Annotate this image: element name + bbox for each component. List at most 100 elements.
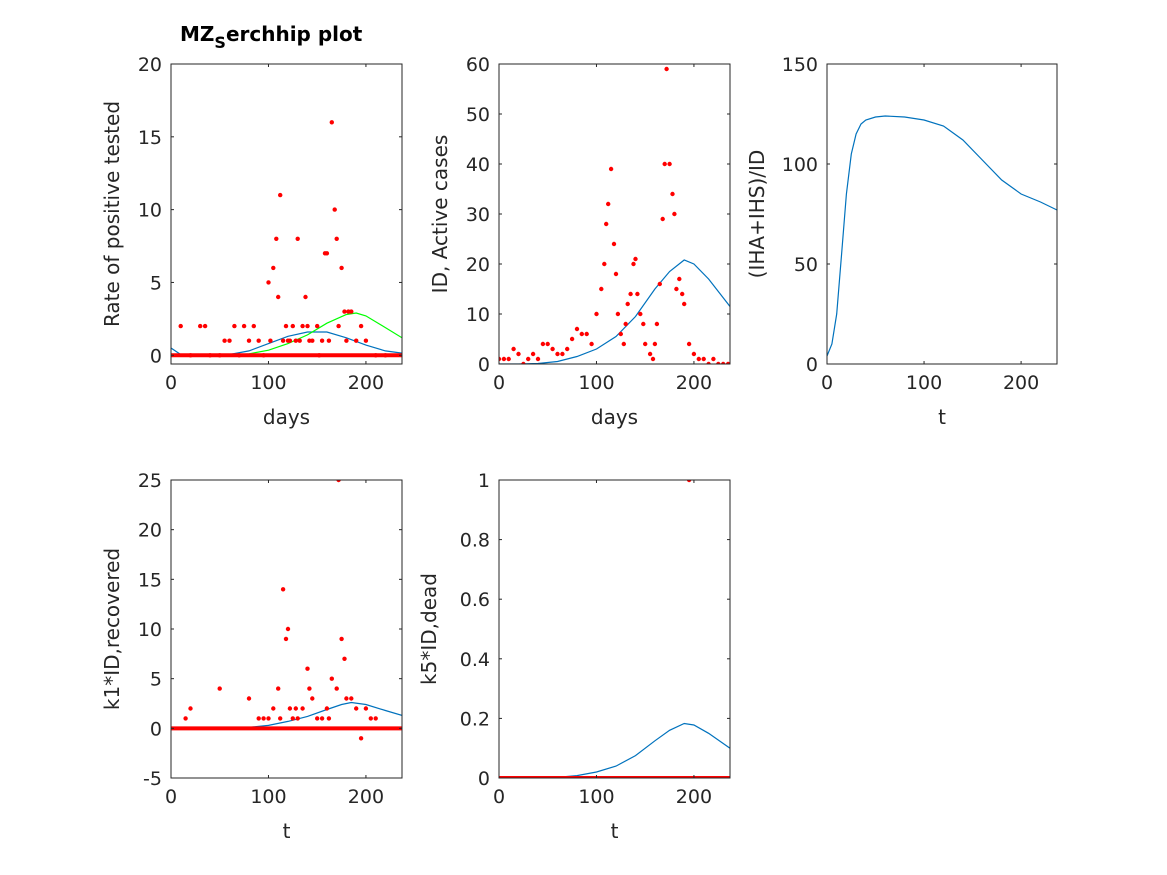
data-point xyxy=(198,323,203,329)
data-point xyxy=(613,271,619,277)
data-point xyxy=(662,161,667,167)
x-tick-label: 100 xyxy=(250,372,286,394)
data-point xyxy=(317,353,322,358)
data-point xyxy=(664,66,669,72)
data-point xyxy=(354,706,359,711)
data-point xyxy=(604,221,609,227)
data-point xyxy=(232,323,237,329)
x-tick-label: 100 xyxy=(250,786,286,808)
data-point xyxy=(530,351,536,357)
data-point xyxy=(677,276,682,282)
data-point xyxy=(188,353,193,358)
y-tick-label: 50 xyxy=(794,254,818,276)
x-tick-label: 200 xyxy=(1003,372,1039,394)
data-point xyxy=(670,191,675,197)
data-point xyxy=(625,301,630,307)
data-point xyxy=(667,161,672,167)
data-point xyxy=(300,706,305,711)
data-point xyxy=(280,338,286,343)
data-point xyxy=(569,336,575,342)
chart-panel-1: 0 100 200 0 5 10 15 20 days Rate of positive test… xyxy=(100,54,403,429)
data-point xyxy=(579,331,584,337)
chart-panel-3: 0 100 200 0 50 100 150 t (IHA+IHS)/ID xyxy=(745,54,1058,429)
data-point xyxy=(336,480,341,483)
axes-box xyxy=(826,63,1058,365)
data-point xyxy=(227,338,232,343)
data-point xyxy=(305,666,310,671)
data-point xyxy=(268,338,273,343)
data-point xyxy=(222,338,227,343)
data-point xyxy=(602,261,607,267)
data-point xyxy=(237,353,242,358)
data-point xyxy=(315,716,320,721)
data-point xyxy=(344,696,349,701)
y-tick-label: 0 xyxy=(806,354,818,376)
y-tick-label: 20 xyxy=(466,254,490,276)
x-tick-label: 0 xyxy=(165,372,177,394)
data-point xyxy=(594,311,599,317)
data-point xyxy=(256,716,261,721)
data-point xyxy=(621,341,626,347)
data-point xyxy=(721,361,726,364)
y-tick-label: 10 xyxy=(138,200,162,222)
data-point xyxy=(633,256,638,262)
y-tick-label: 10 xyxy=(466,304,490,326)
data-point xyxy=(324,251,330,256)
data-point xyxy=(499,356,502,362)
data-point xyxy=(310,338,315,343)
data-point xyxy=(618,331,623,337)
data-point xyxy=(319,338,325,343)
data-point xyxy=(686,480,692,483)
data-point xyxy=(349,309,354,314)
data-point xyxy=(283,636,289,642)
data-point xyxy=(631,261,636,267)
y-axis-label: k5*ID,dead xyxy=(417,573,441,685)
y-tick-label: 10 xyxy=(138,619,162,641)
data-point xyxy=(188,706,193,711)
data-point xyxy=(565,346,570,352)
plot-area xyxy=(499,480,730,778)
data-point xyxy=(615,311,621,317)
data-point xyxy=(336,323,341,329)
data-point xyxy=(540,341,546,347)
x-tick-label: 200 xyxy=(348,372,384,394)
data-point xyxy=(354,338,359,343)
figure-title-rest: erchhip plot xyxy=(226,22,363,46)
data-point xyxy=(606,201,611,207)
y-tick-label: 5 xyxy=(150,669,162,691)
data-point xyxy=(276,686,281,691)
data-point xyxy=(183,716,188,721)
data-point xyxy=(611,241,617,247)
data-point xyxy=(305,323,310,329)
x-tick-label: 100 xyxy=(578,372,614,394)
x-axis-label: t xyxy=(938,405,946,429)
y-axis-label: (IHA+IHS)/ID xyxy=(745,150,769,279)
y-tick-label: 0 xyxy=(478,354,490,376)
data-point xyxy=(266,716,271,721)
figure-title-main: MZ xyxy=(180,22,214,46)
data-point xyxy=(511,346,516,352)
data-point xyxy=(293,338,298,343)
axes-box xyxy=(170,63,403,365)
data-point xyxy=(271,706,276,711)
x-axis-label: t xyxy=(283,819,291,843)
data-point xyxy=(342,656,347,661)
data-point xyxy=(266,280,271,285)
data-point xyxy=(207,353,213,358)
x-tick-label: 0 xyxy=(821,372,833,394)
x-axis-label: days xyxy=(263,405,310,429)
data-point xyxy=(261,353,266,358)
y-tick-label: 20 xyxy=(138,54,162,76)
data-point xyxy=(650,356,656,362)
data-point xyxy=(608,166,614,172)
data-point xyxy=(295,716,300,721)
y-tick-label: 0 xyxy=(478,768,490,790)
plot-area xyxy=(827,115,1057,357)
data-point xyxy=(342,309,347,314)
data-point xyxy=(363,706,369,711)
x-axis-label: t xyxy=(611,819,619,843)
data-point xyxy=(674,286,679,292)
